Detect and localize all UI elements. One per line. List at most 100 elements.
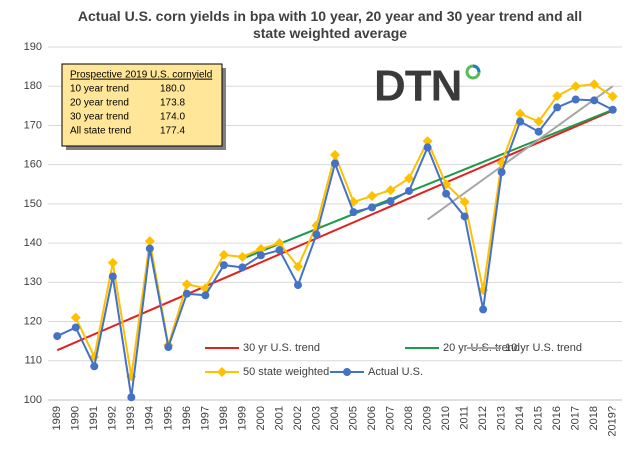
point xyxy=(608,105,617,114)
point xyxy=(238,263,247,272)
legend-label: 30 yr U.S. trend xyxy=(243,342,320,354)
inset: Prospective 2019 U.S. cornyield xyxy=(61,63,226,150)
point xyxy=(589,79,600,90)
x-tick-label: 1992 xyxy=(107,406,119,430)
x-tick-label: 2013 xyxy=(496,406,508,430)
background xyxy=(48,46,622,401)
point xyxy=(182,289,191,298)
x-tick-label: 2009 xyxy=(421,406,433,430)
point xyxy=(108,272,117,281)
point xyxy=(442,189,451,198)
point xyxy=(256,251,265,260)
point xyxy=(607,91,618,102)
inset-value: 173.8 xyxy=(160,98,185,109)
x-tick-label: 1989 xyxy=(51,406,63,430)
x-tick-label: 2010 xyxy=(440,406,452,430)
point xyxy=(70,312,81,323)
x-tick-label: 1995 xyxy=(162,406,174,430)
point xyxy=(312,230,321,239)
point xyxy=(460,212,469,221)
point xyxy=(349,208,358,217)
point xyxy=(293,281,302,290)
y-tick-label: 140 xyxy=(24,237,42,249)
logo-text: DTN xyxy=(374,62,461,111)
legend-label: 10 yr U.S. trend xyxy=(505,342,582,354)
legend-marker xyxy=(217,367,227,377)
x-tick-label: 2015 xyxy=(533,406,545,430)
point xyxy=(459,196,470,207)
x-tick-label: 1994 xyxy=(144,406,156,430)
legend-label: 50 state weighted xyxy=(243,366,329,378)
x-tick-label: 2008 xyxy=(403,406,415,430)
inset-value: 180.0 xyxy=(160,84,185,95)
point xyxy=(404,173,415,184)
x-tick-label: 1990 xyxy=(70,406,82,430)
point xyxy=(275,246,284,255)
logo: DTN xyxy=(374,62,481,111)
x-tick-label: 2018 xyxy=(588,406,600,430)
y-tick-label: 160 xyxy=(24,159,42,171)
point xyxy=(292,261,303,272)
y-tick-label: 100 xyxy=(24,394,42,406)
point xyxy=(218,249,229,260)
x-tick-label: 2001 xyxy=(273,406,285,430)
x-tick-label: 1998 xyxy=(218,406,230,430)
point xyxy=(90,362,99,371)
point xyxy=(590,96,599,105)
point xyxy=(237,251,248,262)
point xyxy=(330,149,340,160)
point xyxy=(515,108,526,119)
point xyxy=(570,81,581,92)
inset-label: 10 year trend xyxy=(70,84,129,95)
y-tick-label: 120 xyxy=(24,315,42,327)
x-tick-label: 2016 xyxy=(551,406,563,430)
x-tick-label: 1997 xyxy=(199,406,211,430)
point xyxy=(423,143,432,152)
inset-label: 30 year trend xyxy=(70,112,129,123)
point xyxy=(181,279,192,290)
point xyxy=(533,116,544,127)
point xyxy=(164,343,173,352)
inset-label: All state trend xyxy=(70,126,131,137)
logo-icon-arc xyxy=(472,64,481,73)
point xyxy=(479,305,488,314)
inset-title: Prospective 2019 U.S. cornyield xyxy=(70,70,212,81)
point xyxy=(386,197,395,206)
x-tick-label: 2014 xyxy=(514,406,526,430)
point xyxy=(534,127,543,136)
series-line xyxy=(242,108,614,260)
inset-value: 177.4 xyxy=(160,126,185,137)
x-tick-label: 2019? xyxy=(607,406,619,437)
point xyxy=(274,238,285,249)
point xyxy=(552,91,563,102)
y-tick-label: 130 xyxy=(24,276,42,288)
x-tick-label: 2012 xyxy=(477,406,489,430)
legend-label: Actual U.S. xyxy=(368,366,423,378)
x-tick-label: 2000 xyxy=(255,406,267,430)
x-tick-label: 1996 xyxy=(181,406,193,430)
x-tick-label: 1993 xyxy=(125,406,137,430)
point xyxy=(127,393,136,402)
inset-box xyxy=(61,63,223,147)
x-tick-label: 1991 xyxy=(88,406,100,430)
point xyxy=(385,185,396,196)
x-tick-label: 2006 xyxy=(366,406,378,430)
inset-value: 174.0 xyxy=(160,112,185,123)
chart-title: Actual U.S. corn yields in bpa with 10 y… xyxy=(77,8,583,41)
point xyxy=(331,159,339,168)
point xyxy=(516,117,525,126)
point xyxy=(107,257,118,268)
point xyxy=(571,95,580,104)
y-tick-label: 150 xyxy=(24,198,42,210)
point xyxy=(497,168,506,177)
point xyxy=(53,332,62,341)
point xyxy=(145,244,154,253)
y-tick-label: 190 xyxy=(24,41,42,53)
point xyxy=(201,291,210,300)
x-tick-label: 2004 xyxy=(329,406,341,430)
x-tick-label: 1999 xyxy=(236,406,248,430)
point xyxy=(422,136,433,147)
inset-label: 20 year trend xyxy=(70,98,129,109)
